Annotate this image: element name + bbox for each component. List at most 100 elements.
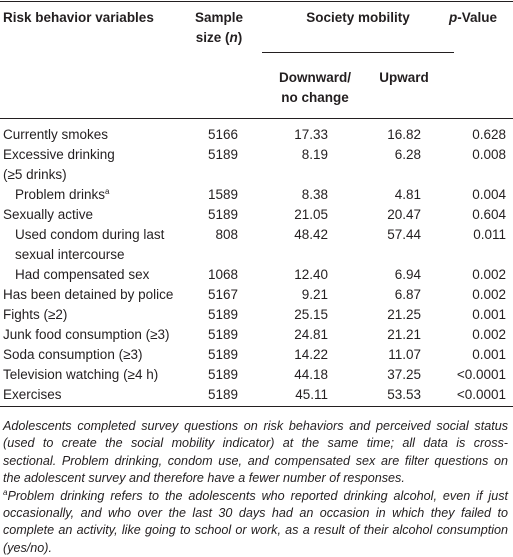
row-label: Excessive drinking (≥5 drinks) <box>3 145 115 185</box>
header-group-line: Society mobility <box>306 10 410 25</box>
row-label: Sexually active <box>3 205 93 225</box>
upward-value: 37.25 <box>387 367 421 382</box>
row-label-line: Excessive drinking <box>3 147 115 162</box>
upward-value: 57.44 <box>387 227 421 242</box>
downward-value: 48.42 <box>294 227 328 242</box>
row-label: Soda consumption (≥3) <box>3 345 142 365</box>
sample-size: 5167 <box>207 287 238 302</box>
p-value: 0.008 <box>472 147 506 162</box>
header-downward-line: no change <box>281 90 349 105</box>
sample-size: 1068 <box>207 267 238 282</box>
row-label-line: sexual intercourse <box>15 247 125 262</box>
upward-value: 20.47 <box>387 207 421 222</box>
row-label: Television watching (≥4 h) <box>3 365 158 385</box>
header-variable-line: Risk behavior variables <box>3 10 154 25</box>
sample-size: 808 <box>215 227 238 242</box>
p-value: 0.011 <box>473 227 506 242</box>
downward-value: 25.15 <box>294 307 328 322</box>
header-sample-line: Sample <box>194 10 244 25</box>
p-value: <0.0001 <box>456 387 506 402</box>
top-rule <box>0 1 513 2</box>
sample-size: 5166 <box>207 127 238 142</box>
p-value: 0.004 <box>472 187 506 202</box>
text-run: ) <box>237 30 243 45</box>
header-sample-line: size (n) <box>119 28 319 48</box>
note-line: (used to create the social mobility indi… <box>3 436 508 451</box>
sample-size: 5189 <box>207 207 238 222</box>
p-value: 0.604 <box>472 207 506 222</box>
footnote-line: (yes/no). <box>3 540 52 555</box>
upward-value: 6.28 <box>394 147 421 162</box>
upward-value: 21.25 <box>387 307 421 322</box>
downward-value: 45.11 <box>295 387 328 402</box>
text-run: Problem drinks <box>15 187 106 202</box>
superscript: a <box>3 487 8 497</box>
row-label: Currently smokes <box>3 125 108 145</box>
row-label-line: (≥5 drinks) <box>3 167 67 182</box>
footnote-line: aProblem drinking refers to the adolesce… <box>3 488 508 505</box>
downward-value: 44.18 <box>294 367 328 382</box>
downward-value: 9.21 <box>301 287 328 302</box>
row-label: Used condom during last sexual intercours… <box>15 225 164 265</box>
note-line: the adolescent survey and therefore have… <box>3 471 405 486</box>
row-label: Had compensated sex <box>15 265 149 285</box>
upward-value: 53.53 <box>387 387 421 402</box>
row-label-line: Currently smokes <box>3 127 109 142</box>
superscript: a <box>105 187 110 196</box>
upward-value: 11.07 <box>388 347 421 362</box>
p-value: 0.002 <box>472 267 506 282</box>
upward-value: 4.81 <box>394 187 421 202</box>
downward-value: 17.33 <box>294 127 328 142</box>
text-run: size ( <box>195 30 230 45</box>
text-run: n <box>229 30 238 45</box>
row-label-line: Has been detained by police <box>3 287 174 302</box>
header-downward-line: Downward/ <box>278 70 351 85</box>
row-label-line: Problem drinksa <box>15 185 109 205</box>
footnote-line: occasionally, and who over the last 30 d… <box>3 506 508 521</box>
upward-value: 6.87 <box>394 287 421 302</box>
p-value: 0.002 <box>472 287 506 302</box>
row-label: Exercises <box>3 385 62 405</box>
header-upward-line: Upward <box>379 70 429 85</box>
row-label: Has been detained by police <box>3 285 173 305</box>
p-value: 0.001 <box>472 307 506 322</box>
row-label: Problem drinksa <box>15 185 109 205</box>
header-p-value: p-Value <box>373 8 513 28</box>
row-label-line: Soda consumption (≥3) <box>3 347 143 362</box>
row-label-line: Fights (≥2) <box>3 307 68 322</box>
sample-size: 5189 <box>207 307 238 322</box>
downward-value: 12.40 <box>294 267 328 282</box>
row-label: Junk food consumption (≥3) <box>3 325 170 345</box>
downward-value: 24.81 <box>294 327 328 342</box>
header-p-value-line: p-Value <box>373 8 513 28</box>
row-label-line: Television watching (≥4 h) <box>3 367 159 382</box>
sample-size: 5189 <box>207 147 238 162</box>
header-upward: Upward <box>304 68 504 88</box>
p-value: <0.0001 <box>456 367 506 382</box>
text-run: -Value <box>457 10 498 25</box>
header-group: Society mobility <box>258 8 458 28</box>
text-run: p <box>448 10 458 25</box>
downward-value: 8.38 <box>301 187 328 202</box>
notes: Adolescents completed survey questions o… <box>3 418 508 557</box>
row-label-line: Had compensated sex <box>15 267 150 282</box>
note-line: Adolescents completed survey questions o… <box>3 419 508 433</box>
row-label-line: Junk food consumption (≥3) <box>3 327 170 342</box>
p-value: 0.001 <box>472 347 506 362</box>
header-rule <box>0 118 513 119</box>
header-variable: Risk behavior variables <box>3 8 154 28</box>
downward-value: 14.22 <box>294 347 328 362</box>
header-sample: Sample size (n) <box>119 8 319 48</box>
bottom-rule <box>0 406 513 407</box>
p-value: 0.002 <box>472 327 506 342</box>
footnote-line: complete an activity, like going to scho… <box>3 523 508 538</box>
sample-size: 5189 <box>207 347 238 362</box>
p-value: 0.628 <box>472 127 506 142</box>
upward-value: 16.82 <box>387 127 421 142</box>
upward-value: 6.94 <box>394 267 421 282</box>
group-rule <box>262 52 454 53</box>
upward-value: 21.21 <box>387 327 421 342</box>
sample-size: 5189 <box>207 387 238 402</box>
sample-size: 1589 <box>207 187 238 202</box>
